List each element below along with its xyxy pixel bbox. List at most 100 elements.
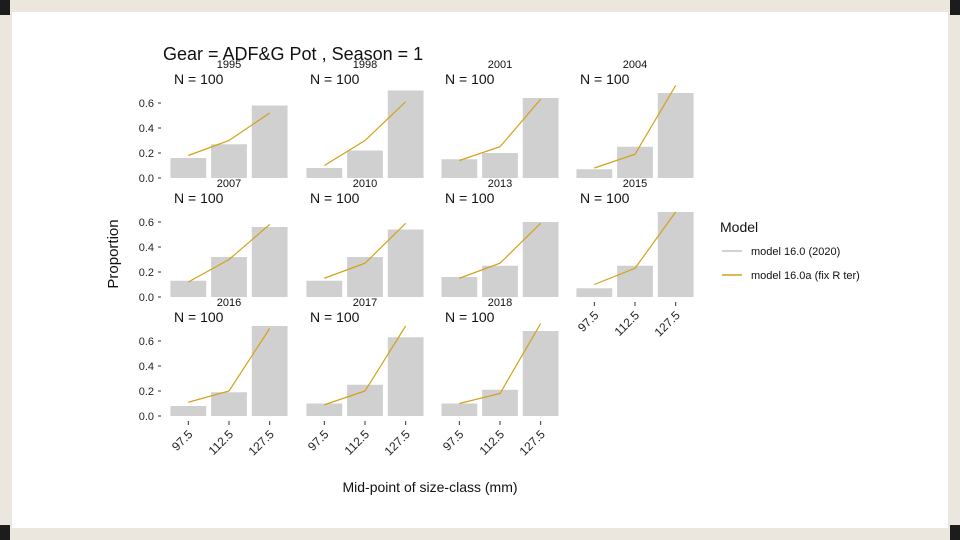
corner-mark-top-left — [0, 0, 10, 15]
facet-strip-label: 2007 — [217, 178, 241, 190]
bar-127.5 — [522, 98, 559, 178]
bar-series — [576, 212, 694, 297]
y-tick-label: 0.0 — [139, 411, 154, 423]
facet-strip-label: 2001 — [488, 59, 512, 71]
model-16-0a-line — [188, 224, 271, 283]
legend: Model model 16.0 (2020) model 16.0a (fix… — [720, 219, 860, 282]
facet-strip-label: 2004 — [623, 59, 647, 71]
sample-size-label: N = 100 — [174, 190, 224, 206]
bar-112.5 — [482, 265, 518, 297]
facet-strip-label: 2013 — [488, 178, 512, 190]
y-tick-label: 0.6 — [139, 336, 154, 348]
bar-97.5 — [306, 280, 343, 297]
model-16-0a-line — [459, 222, 542, 279]
bar-97.5 — [170, 158, 207, 178]
bar-112.5 — [617, 265, 653, 297]
model-16-0a-line — [459, 98, 542, 162]
bar-112.5 — [211, 392, 247, 416]
corner-mark-top-right — [950, 0, 960, 15]
bar-series — [170, 326, 288, 416]
sample-size-label: N = 100 — [445, 309, 495, 325]
facet-strip-label: 2015 — [623, 178, 647, 190]
facet-strip-label: 2018 — [488, 297, 512, 309]
model-16-0a-line — [459, 323, 542, 405]
bar-97.5 — [576, 288, 613, 297]
bar-97.5 — [306, 168, 343, 178]
model-16-0a-line — [324, 101, 407, 167]
bar-127.5 — [522, 331, 559, 416]
bar-112.5 — [482, 389, 518, 416]
legend-title: Model — [720, 219, 758, 235]
facet-strip-label: 2017 — [353, 297, 377, 309]
bar-127.5 — [387, 337, 424, 416]
sample-size-label: N = 100 — [445, 190, 495, 206]
bar-112.5 — [211, 144, 247, 178]
bar-97.5 — [441, 277, 478, 297]
bar-127.5 — [657, 212, 694, 297]
bar-series — [441, 331, 559, 416]
y-tick-label: 0.2 — [139, 267, 154, 279]
corner-mark-bottom-right — [950, 525, 960, 540]
model-16-0a-line — [324, 222, 407, 279]
y-tick-label: 0.0 — [139, 292, 154, 304]
legend-label-model-16-0: model 16.0 (2020) — [751, 246, 840, 258]
bar-series — [576, 93, 694, 178]
model-16-0a-line — [324, 325, 407, 406]
bar-127.5 — [387, 90, 424, 178]
bar-series — [306, 90, 424, 178]
corner-mark-bottom-left — [0, 525, 10, 540]
bar-series — [170, 105, 288, 178]
sample-size-label: N = 100 — [580, 190, 630, 206]
chart-title: Gear = ADF&G Pot , Season = 1 — [163, 44, 423, 64]
bar-97.5 — [441, 403, 478, 416]
bar-112.5 — [347, 150, 383, 178]
legend-label-model-16-0a: model 16.0a (fix R ter) — [751, 270, 860, 282]
bar-series — [170, 227, 288, 297]
sample-size-label: N = 100 — [174, 71, 224, 87]
bar-112.5 — [482, 153, 518, 178]
bar-127.5 — [251, 227, 288, 297]
sample-size-label: N = 100 — [310, 309, 360, 325]
y-tick-label: 0.0 — [139, 173, 154, 185]
bar-97.5 — [441, 159, 478, 178]
sample-size-label: N = 100 — [310, 190, 360, 206]
bar-127.5 — [522, 222, 559, 297]
bar-97.5 — [576, 169, 613, 178]
bar-series — [306, 337, 424, 416]
y-tick-label: 0.6 — [139, 217, 154, 229]
facet-strip-label: 1998 — [353, 59, 377, 71]
bar-112.5 — [617, 146, 653, 178]
bar-series — [441, 222, 559, 297]
sample-size-label: N = 100 — [310, 71, 360, 87]
facet-strip-label: 2010 — [353, 178, 377, 190]
bar-127.5 — [251, 105, 288, 178]
facet-strip-label: 2016 — [217, 297, 241, 309]
y-tick-label: 0.4 — [139, 242, 154, 254]
y-tick-label: 0.2 — [139, 386, 154, 398]
bar-127.5 — [657, 93, 694, 178]
model-16-0a-line — [594, 211, 677, 286]
y-tick-label: 0.6 — [139, 98, 154, 110]
bar-97.5 — [170, 280, 207, 297]
sample-size-label: N = 100 — [580, 71, 630, 87]
bar-97.5 — [170, 406, 207, 416]
model-16-0a-line — [594, 85, 677, 169]
sample-size-label: N = 100 — [445, 71, 495, 87]
bar-112.5 — [347, 384, 383, 416]
sample-size-label: N = 100 — [174, 309, 224, 325]
model-16-0a-line — [188, 328, 271, 403]
facet-strip-label: 1995 — [217, 59, 241, 71]
y-tick-label: 0.4 — [139, 361, 154, 373]
y-tick-label: 0.2 — [139, 148, 154, 160]
x-axis-label: Mid-point of size-class (mm) — [342, 479, 517, 495]
model-16-0a-line — [188, 112, 271, 157]
